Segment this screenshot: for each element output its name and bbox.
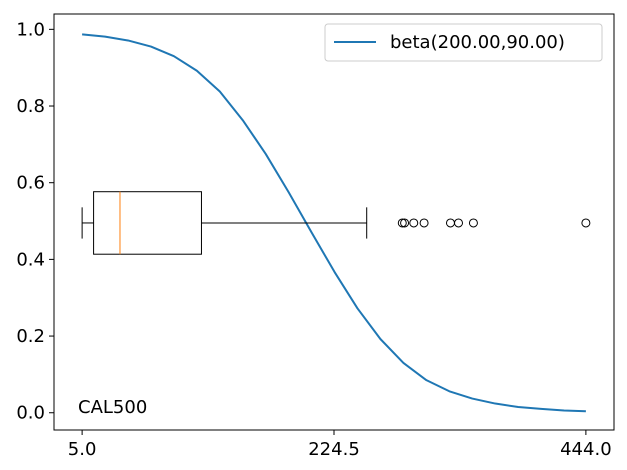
legend-label: beta(200.00,90.00) bbox=[390, 32, 565, 53]
y-tick-label-0: 0.0 bbox=[16, 403, 45, 424]
y-tick-label-4: 0.8 bbox=[16, 96, 45, 117]
annotation-label: CAL500 bbox=[78, 397, 147, 418]
y-axis: 0.0 0.2 0.4 0.6 0.8 1.0 bbox=[16, 19, 54, 424]
x-tick-label-1: 224.5 bbox=[308, 439, 360, 460]
legend-box bbox=[324, 23, 603, 62]
outlier-point-1 bbox=[400, 218, 410, 228]
x-tick-label-0: 5.0 bbox=[68, 439, 97, 460]
x-tick-label-2: 444.0 bbox=[560, 439, 612, 460]
y-tick-label-1: 0.2 bbox=[16, 326, 45, 347]
y-tick-label-2: 0.4 bbox=[16, 249, 45, 270]
series-layer bbox=[82, 33, 586, 413]
y-tick-label-5: 1.0 bbox=[16, 19, 45, 40]
outlier-point-3 bbox=[419, 218, 429, 228]
boxplot bbox=[81, 191, 591, 255]
y-tick-label-3: 0.6 bbox=[16, 173, 45, 194]
series-line-0 bbox=[82, 33, 586, 413]
legend: beta(200.00,90.00) bbox=[324, 23, 603, 62]
outlier-point-6 bbox=[468, 218, 478, 228]
outlier-point-2 bbox=[409, 218, 419, 228]
outlier-point-0 bbox=[397, 218, 407, 228]
x-axis: 5.0 224.5 444.0 bbox=[68, 430, 612, 460]
outlier-point-7 bbox=[581, 218, 591, 228]
plot-background bbox=[54, 14, 614, 430]
outlier-point-5 bbox=[454, 218, 464, 228]
